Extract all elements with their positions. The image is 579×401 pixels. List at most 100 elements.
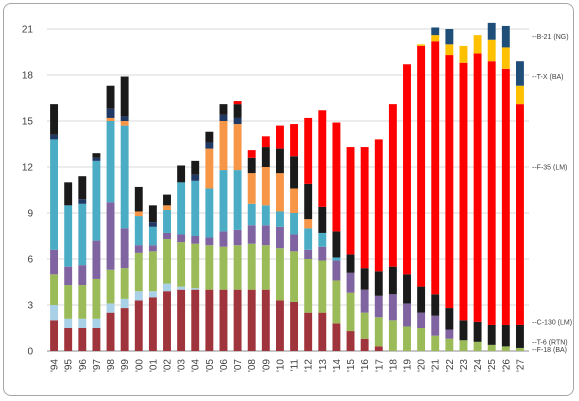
bar-segment — [205, 245, 214, 290]
bar-segment — [275, 173, 284, 212]
bar-segment — [148, 226, 157, 246]
x-tick-label: '00 — [134, 359, 145, 372]
y-tick-label: 21 — [22, 25, 34, 36]
x-tick-label: '02 — [163, 359, 174, 372]
bar-segment — [106, 202, 115, 270]
bar-segment — [487, 61, 496, 325]
bar-segment — [106, 121, 115, 203]
bar-segment — [78, 199, 87, 204]
bar-segment — [177, 242, 186, 287]
bar-segment — [304, 228, 313, 250]
bar-segment — [445, 55, 454, 309]
bar-segment — [318, 246, 327, 261]
bar-segment — [332, 231, 341, 258]
series-annotation: --F-35 (LM) — [532, 165, 567, 172]
bar-segment — [92, 160, 101, 241]
bar-segment — [445, 29, 454, 45]
bar-segment — [332, 257, 341, 261]
bar-segment — [219, 104, 228, 115]
x-tick-label: '98 — [106, 359, 117, 372]
bar-segment — [148, 205, 157, 223]
bar-segment — [106, 117, 115, 121]
x-tick-label: '14 — [332, 359, 343, 372]
x-tick-label: '05 — [205, 359, 216, 372]
bar-segment — [148, 222, 157, 227]
bar-segment — [191, 180, 200, 236]
x-tick-label: '95 — [64, 359, 75, 372]
bar-segment — [431, 27, 440, 36]
bar-segment — [459, 340, 468, 351]
bar-segment — [501, 346, 510, 351]
bar-segment — [191, 236, 200, 244]
bar-segment — [445, 338, 454, 351]
x-tick-label: '03 — [177, 359, 188, 372]
bar-segment — [304, 117, 313, 184]
bar-segment — [473, 321, 482, 342]
bar-segment — [134, 252, 143, 292]
series-annotation: --T-6 (RTN) — [532, 339, 568, 346]
x-tick-label: '27 — [515, 359, 526, 372]
bar-segment — [417, 328, 426, 351]
bar-segment — [92, 157, 101, 161]
bar-segment — [120, 116, 129, 121]
bar-segment — [148, 291, 157, 298]
bar-segment — [360, 338, 369, 351]
bar-segment — [233, 124, 242, 171]
bar-segment — [219, 231, 228, 247]
x-axis-ticks: '94'95'96'97'98'99'00'01'02'03'04'05'06 '… — [50, 359, 527, 372]
bar-segment — [346, 292, 355, 332]
bar-segment — [275, 248, 284, 301]
bar-segment — [177, 182, 186, 235]
bar-segment — [64, 182, 73, 206]
bar-segment — [92, 328, 101, 351]
bar-segment — [304, 249, 313, 259]
bar-segment — [459, 320, 468, 341]
bar-segment — [374, 271, 383, 296]
bar-segment — [290, 124, 299, 157]
bar-segment — [431, 315, 440, 336]
x-tick-label: '24 — [473, 359, 484, 372]
y-tick-label: 12 — [22, 163, 34, 174]
x-tick-label: '99 — [120, 359, 131, 372]
bar-stacks — [50, 22, 524, 351]
bar-segment — [106, 85, 115, 109]
bar-segment — [403, 326, 411, 351]
x-tick-label: '19 — [403, 359, 414, 372]
series-annotation: --C-130 (LM) — [532, 319, 572, 326]
x-tick-label: '26 — [501, 359, 512, 372]
x-tick-label: '21 — [431, 359, 442, 372]
bar-segment — [247, 243, 256, 290]
x-tick-label: '25 — [487, 359, 498, 372]
bar-segment — [78, 265, 87, 286]
bar-segment — [233, 229, 242, 246]
bar-segment — [261, 225, 270, 246]
x-tick-label: '94 — [50, 359, 61, 372]
x-tick-label: '15 — [346, 359, 357, 372]
bar-segment — [177, 234, 186, 243]
gridlines — [47, 28, 529, 352]
bar-segment — [120, 76, 129, 117]
bar-segment — [388, 104, 397, 267]
bar-segment — [233, 170, 242, 230]
bar-segment — [233, 245, 242, 290]
bar-segment — [50, 139, 59, 250]
bar-segment — [64, 205, 73, 267]
bar-segment — [374, 346, 383, 351]
bar-segment — [191, 243, 200, 289]
bar-segment — [417, 44, 426, 46]
bar-segment — [515, 104, 524, 325]
x-tick-label: '18 — [388, 359, 399, 372]
bar-segment — [134, 300, 143, 351]
bar-segment — [106, 108, 115, 118]
x-tick-label: '11 — [290, 359, 301, 372]
bar-segment — [247, 150, 256, 158]
bar-segment — [163, 232, 171, 240]
x-tick-label: '12 — [304, 359, 315, 372]
bar-segment — [106, 303, 115, 313]
bar-segment — [261, 205, 270, 226]
bar-segment — [318, 110, 327, 207]
bar-segment — [261, 136, 270, 148]
bar-segment — [360, 312, 369, 339]
bar-segment — [290, 188, 299, 213]
bar-segment — [261, 167, 270, 206]
